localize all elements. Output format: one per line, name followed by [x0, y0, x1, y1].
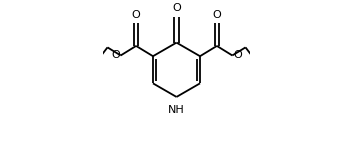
Text: NH: NH	[168, 105, 185, 115]
Text: O: O	[233, 50, 242, 60]
Text: O: O	[172, 3, 181, 13]
Text: O: O	[111, 50, 120, 60]
Text: O: O	[132, 10, 140, 20]
Text: O: O	[213, 10, 221, 20]
